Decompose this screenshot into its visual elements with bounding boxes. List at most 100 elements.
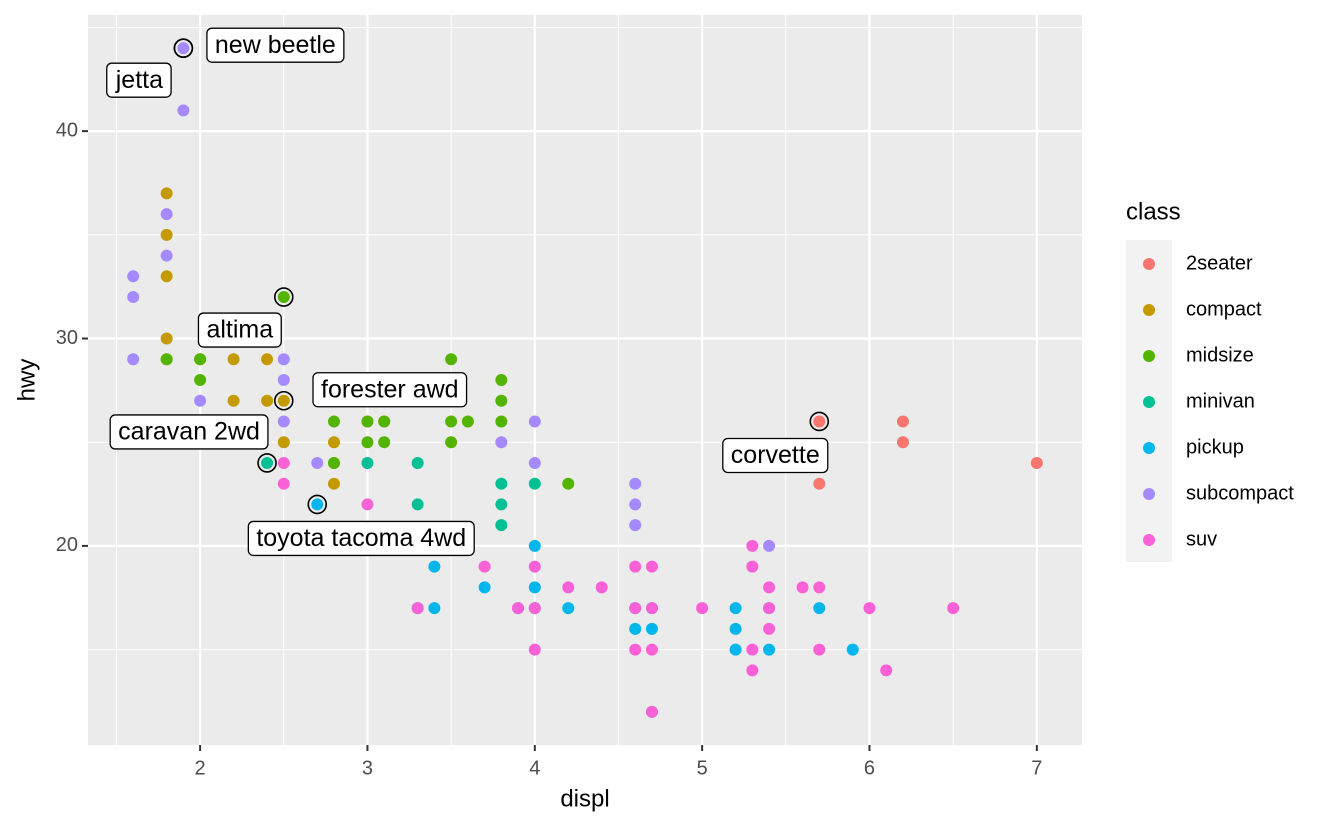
point bbox=[813, 602, 826, 615]
point bbox=[127, 291, 140, 304]
point bbox=[160, 249, 173, 262]
point bbox=[528, 581, 541, 594]
x-tick-label: 6 bbox=[864, 757, 875, 779]
y-tick-label: 40 bbox=[56, 119, 78, 141]
legend-key bbox=[1143, 258, 1155, 270]
point bbox=[512, 602, 525, 615]
point bbox=[645, 643, 658, 656]
legend-key bbox=[1143, 488, 1155, 500]
annotation-box bbox=[109, 414, 269, 450]
highlight-ring bbox=[273, 287, 294, 307]
point bbox=[361, 498, 374, 511]
annotation: corvette bbox=[722, 437, 829, 474]
point bbox=[160, 187, 173, 200]
annotation-box bbox=[722, 437, 829, 474]
point bbox=[495, 498, 508, 511]
point bbox=[763, 581, 776, 594]
point bbox=[277, 353, 290, 366]
point bbox=[261, 353, 274, 366]
annotation-box bbox=[197, 312, 282, 348]
legend-key bbox=[1143, 534, 1155, 546]
point bbox=[277, 436, 290, 449]
x-tick-label: 3 bbox=[362, 757, 373, 779]
point bbox=[629, 477, 642, 490]
annotation-box bbox=[312, 372, 468, 408]
point bbox=[461, 415, 474, 428]
point bbox=[763, 643, 776, 656]
point bbox=[813, 477, 826, 490]
point bbox=[194, 374, 207, 386]
annotation-label: altima bbox=[206, 316, 273, 344]
point bbox=[478, 560, 491, 573]
point bbox=[629, 519, 642, 532]
point bbox=[896, 436, 909, 449]
point bbox=[528, 560, 541, 573]
point bbox=[378, 436, 391, 449]
point bbox=[528, 415, 541, 428]
point bbox=[763, 602, 776, 615]
point bbox=[411, 456, 424, 469]
point bbox=[495, 394, 508, 407]
point bbox=[261, 456, 274, 469]
point bbox=[495, 519, 508, 532]
annotation: altima bbox=[197, 312, 282, 348]
legend-key bbox=[1143, 442, 1155, 454]
point bbox=[327, 436, 340, 449]
point bbox=[160, 353, 173, 366]
point bbox=[428, 560, 441, 573]
point bbox=[595, 581, 608, 594]
x-tick-label: 2 bbox=[195, 757, 206, 779]
point bbox=[645, 705, 658, 718]
point bbox=[495, 415, 508, 428]
annotation: caravan 2wd bbox=[109, 414, 269, 450]
point bbox=[327, 415, 340, 428]
point bbox=[160, 228, 173, 241]
point bbox=[763, 622, 776, 635]
point bbox=[160, 270, 173, 283]
point bbox=[528, 456, 541, 469]
point bbox=[160, 332, 173, 345]
point bbox=[361, 436, 374, 449]
annotation: forester awd bbox=[312, 372, 468, 408]
annotation: new beetle bbox=[206, 27, 345, 63]
point bbox=[746, 643, 759, 656]
annotation-box bbox=[247, 520, 475, 557]
point bbox=[629, 560, 642, 573]
point bbox=[528, 602, 541, 615]
point bbox=[629, 622, 642, 635]
legend-label: compact bbox=[1186, 298, 1262, 320]
point bbox=[763, 539, 776, 552]
point bbox=[562, 602, 575, 615]
annotation-label: toyota tacoma 4wd bbox=[256, 524, 466, 552]
point bbox=[327, 477, 340, 490]
point bbox=[629, 643, 642, 656]
point bbox=[411, 498, 424, 511]
point bbox=[528, 539, 541, 552]
point bbox=[478, 581, 491, 594]
point bbox=[177, 104, 190, 117]
y-axis-title: hwy bbox=[13, 359, 40, 402]
highlight-ring bbox=[809, 411, 830, 432]
point bbox=[361, 415, 374, 428]
annotation-label: caravan 2wd bbox=[118, 418, 260, 446]
point bbox=[846, 643, 859, 656]
point bbox=[746, 539, 759, 552]
point bbox=[227, 353, 240, 366]
point bbox=[1030, 456, 1043, 469]
point bbox=[495, 374, 508, 386]
point bbox=[277, 394, 290, 407]
point bbox=[729, 602, 742, 615]
point bbox=[796, 581, 809, 594]
annotation-label: new beetle bbox=[215, 31, 336, 59]
point bbox=[411, 602, 424, 615]
point bbox=[194, 394, 207, 407]
annotation: toyota tacoma 4wd bbox=[247, 520, 475, 557]
point bbox=[495, 436, 508, 449]
point bbox=[378, 415, 391, 428]
point bbox=[813, 643, 826, 656]
point bbox=[696, 602, 709, 615]
x-tick-label: 5 bbox=[697, 757, 708, 779]
panel bbox=[88, 15, 1082, 745]
point bbox=[277, 415, 290, 428]
point bbox=[445, 353, 458, 366]
